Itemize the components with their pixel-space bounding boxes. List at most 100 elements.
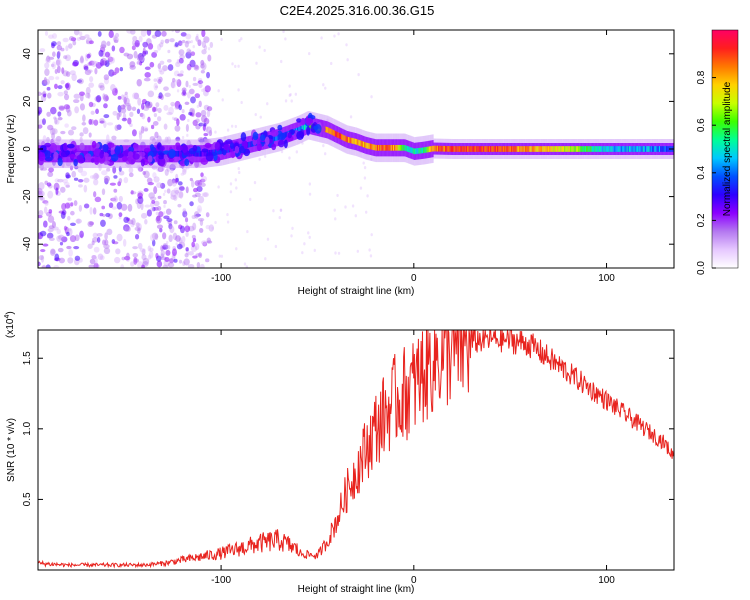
spectrogram-noise-cell xyxy=(106,122,114,126)
x-tick-label: -100 xyxy=(211,273,231,284)
spectrogram-ridge-cell xyxy=(636,146,639,152)
spectrogram-noise-cell xyxy=(166,244,171,250)
spectrogram-noise-cell xyxy=(106,228,113,236)
spectrogram-noise-cell xyxy=(131,129,137,137)
spectrogram-ridge-cell xyxy=(454,146,456,152)
spectrogram-noise-cell xyxy=(192,222,197,231)
spectrogram-noise-cell xyxy=(166,188,171,194)
spectrogram-noise-cell xyxy=(62,178,69,184)
spectrogram-ridge-cell xyxy=(495,146,498,152)
spectrogram-ridge-cell xyxy=(69,150,71,157)
spectrogram-noise-cell xyxy=(194,243,200,251)
spectrogram-noise-cell xyxy=(67,129,75,136)
spectrogram-ridge-cell xyxy=(623,146,625,152)
spectrogram-ridge-cell xyxy=(431,146,433,152)
spectrogram-noise-cell xyxy=(157,63,162,70)
spectrogram-ridge-cell xyxy=(410,147,412,153)
spectrogram-noise-cell xyxy=(178,186,185,191)
spectrogram-noise-cell xyxy=(61,209,67,216)
spectrogram-ridge-cell xyxy=(554,146,557,152)
spectrogram-noise-cell xyxy=(153,78,157,82)
spectrogram-noise-cell xyxy=(131,40,136,46)
spectrogram-ridge-blob xyxy=(192,145,198,152)
spectrogram-ridge-cell xyxy=(668,146,670,152)
spectrogram-noise-cell xyxy=(94,67,98,75)
colorbar-label: Normalized spectral amplitude xyxy=(722,81,733,216)
spectrogram-noise-cell xyxy=(290,234,293,238)
spectrogram-noise-cell xyxy=(50,106,57,115)
spectrogram-ridge-cell xyxy=(525,146,528,152)
spectrogram-noise-cell xyxy=(103,175,111,182)
spectrogram-ridge-cell xyxy=(632,146,634,152)
spectrogram-ridge-cell xyxy=(642,146,645,152)
spectrogram-ridge-cell xyxy=(275,135,277,141)
spectrogram-noise-cell xyxy=(146,209,152,217)
spectrogram-noise-cell xyxy=(63,225,67,231)
spectrogram-noise-cell xyxy=(90,110,95,115)
spectrogram-ridge-cell xyxy=(404,145,406,151)
spectrogram-noise-cell xyxy=(71,170,77,178)
spectrogram-ridge-cell xyxy=(641,146,643,152)
spectrogram-noise-cell xyxy=(118,195,123,203)
spectrogram-noise-cell xyxy=(178,50,182,54)
spectrogram-noise-cell xyxy=(209,41,214,49)
spectrogram-noise-cell xyxy=(64,83,70,89)
spectrogram-noise-cell xyxy=(240,100,243,105)
spectrogram-noise-cell xyxy=(194,64,199,70)
spectrogram-noise-cell xyxy=(79,94,84,102)
spectrogram-ridge-cell xyxy=(277,134,279,141)
spectrogram-ridge-cell xyxy=(455,146,457,152)
spectrogram-noise-cell xyxy=(136,223,142,232)
spectrogram-ridge-cell xyxy=(612,146,615,152)
spectrogram-ridge-blob xyxy=(157,156,166,167)
spectrogram-ridge-blob xyxy=(128,146,135,153)
spectrogram-noise-cell xyxy=(159,70,165,75)
spectrogram-ridge-cell xyxy=(456,146,458,152)
spectrogram-ridge-cell xyxy=(435,145,438,152)
spectrogram-noise-cell xyxy=(237,64,240,68)
spectrogram-noise-cell xyxy=(113,39,119,43)
spectrogram-ridge-cell xyxy=(519,146,521,152)
spectrogram-noise-cell xyxy=(54,83,58,90)
spectrogram-noise-cell xyxy=(54,69,58,75)
spectrogram-noise-cell xyxy=(202,241,208,247)
spectrogram-noise-cell xyxy=(218,254,222,258)
spectrogram-noise-cell xyxy=(226,128,230,132)
spectrogram-x-label: Height of straight line (km) xyxy=(298,286,415,297)
spectrogram-noise-cell xyxy=(259,115,262,119)
spectrogram-ridge-cell xyxy=(576,146,579,152)
spectrogram-noise-cell xyxy=(120,104,126,110)
spectrogram-noise-cell xyxy=(47,235,51,239)
colorbar-tick-label: 0.6 xyxy=(696,118,707,132)
spectrogram-ridge-blob xyxy=(53,151,59,161)
spectrogram-noise-cell xyxy=(131,217,136,226)
spectrogram-ridge-cell xyxy=(499,146,501,152)
spectrogram-noise-cell xyxy=(56,51,61,60)
spectrogram-ridge-cell xyxy=(297,127,299,134)
spectrogram-ridge-cell xyxy=(640,146,642,152)
spectrogram-ridge-cell xyxy=(479,146,482,152)
spectrogram-ridge-cell xyxy=(438,145,440,152)
spectrogram-ridge-blob xyxy=(214,141,221,151)
spectrogram-noise-cell xyxy=(198,227,204,233)
spectrogram-noise-cell xyxy=(188,84,191,89)
spectrogram-ridge-cell xyxy=(364,142,366,148)
spectrogram-noise-cell xyxy=(130,261,135,267)
spectrogram-noise-cell xyxy=(150,124,155,130)
spectrogram-noise-cell xyxy=(201,40,207,49)
spectrogram-noise-cell xyxy=(195,35,199,42)
spectrogram-noise-cell xyxy=(264,257,267,261)
spectrogram-ridge-cell xyxy=(531,146,534,152)
spectrogram-noise-cell xyxy=(255,61,258,65)
spectrogram-noise-cell xyxy=(196,33,199,37)
spectrogram-noise-cell xyxy=(76,37,81,41)
spectrogram-noise-cell xyxy=(94,257,98,265)
spectrogram-noise-cell xyxy=(39,196,44,201)
spectrogram-ridge-cell xyxy=(402,144,404,151)
x-tick-label: -100 xyxy=(211,575,231,586)
spectrogram-noise-cell xyxy=(117,181,122,187)
spectrogram-ridge-cell xyxy=(249,141,251,148)
spectrogram-ridge-cell xyxy=(285,131,287,138)
spectrogram-ridge-cell xyxy=(427,146,430,153)
spectrogram-noise-cell xyxy=(132,252,139,258)
